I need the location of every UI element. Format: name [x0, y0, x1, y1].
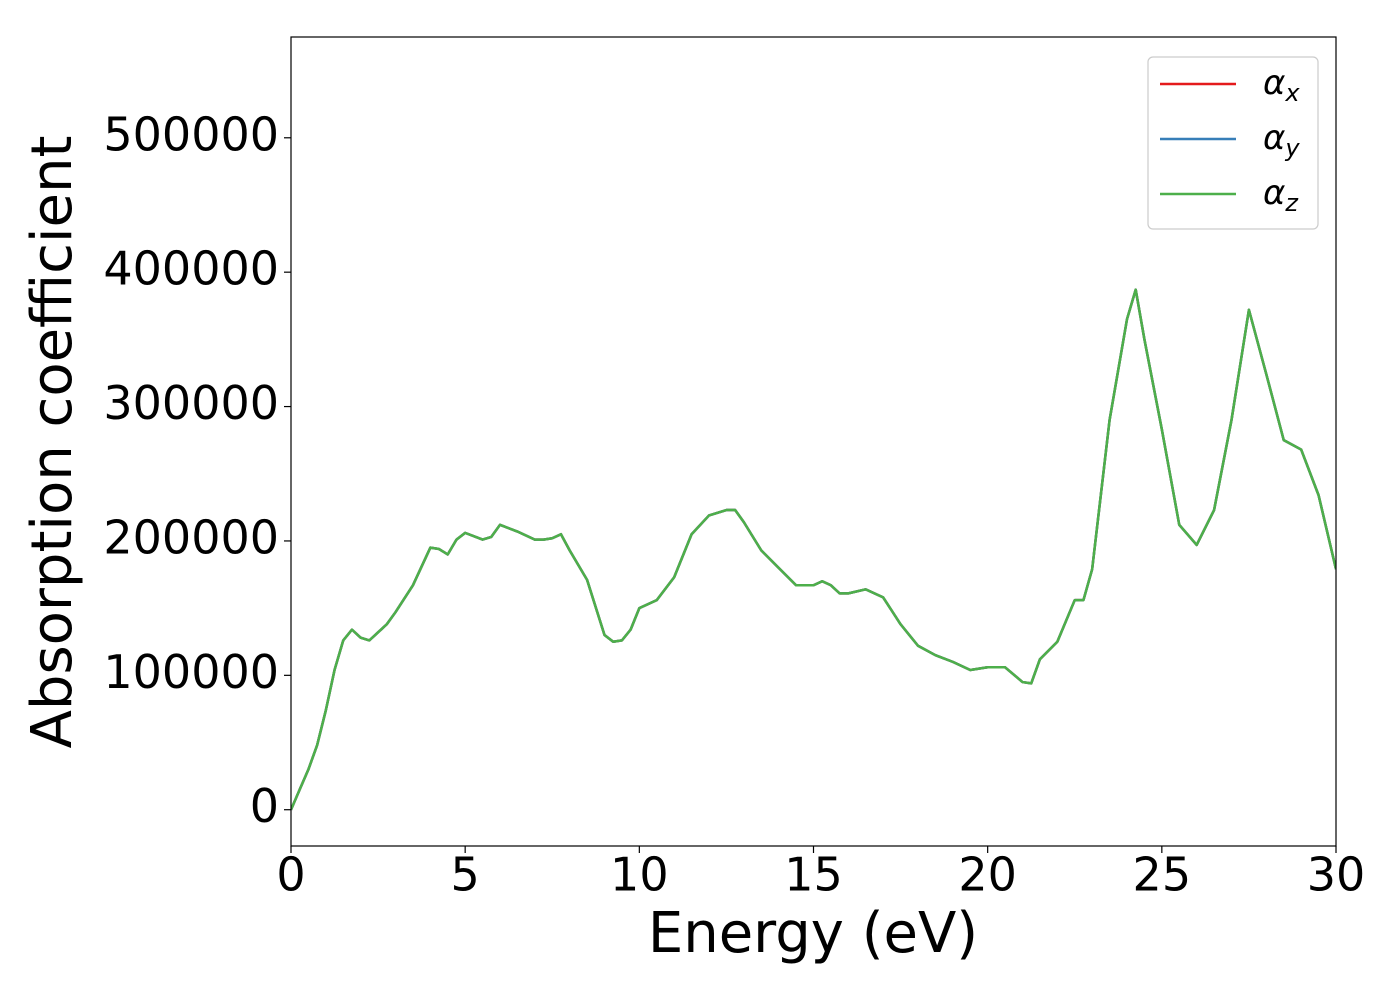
y-tick-label: 400000 [103, 242, 279, 296]
y-tick-label: 500000 [103, 107, 279, 161]
x-tick-label: 20 [958, 848, 1017, 902]
plot-frame [290, 36, 1337, 847]
legend-label: αx [1263, 63, 1300, 108]
legend-box [1147, 56, 1319, 230]
x-tick-label: 25 [1133, 848, 1192, 902]
x-tick-label: 5 [451, 848, 480, 902]
y-tick-label: 200000 [103, 510, 279, 564]
data-line [291, 288, 1336, 811]
x-tick-label: 30 [1307, 848, 1366, 902]
y-tick-label: 0 [250, 779, 279, 833]
y-tick-label: 100000 [103, 645, 279, 699]
x-axis-label: Energy (eV) [648, 901, 978, 966]
x-tick-label: 10 [610, 848, 669, 902]
x-tick-label: 0 [276, 848, 305, 902]
data-line [291, 288, 1336, 811]
data-line [291, 288, 1336, 811]
y-tick-label: 300000 [103, 376, 279, 430]
legend-label: αy [1263, 118, 1300, 163]
legend-label: αz [1263, 173, 1299, 218]
y-axis-label: Absorption coefficient [20, 136, 85, 749]
x-tick-label: 15 [784, 848, 843, 902]
